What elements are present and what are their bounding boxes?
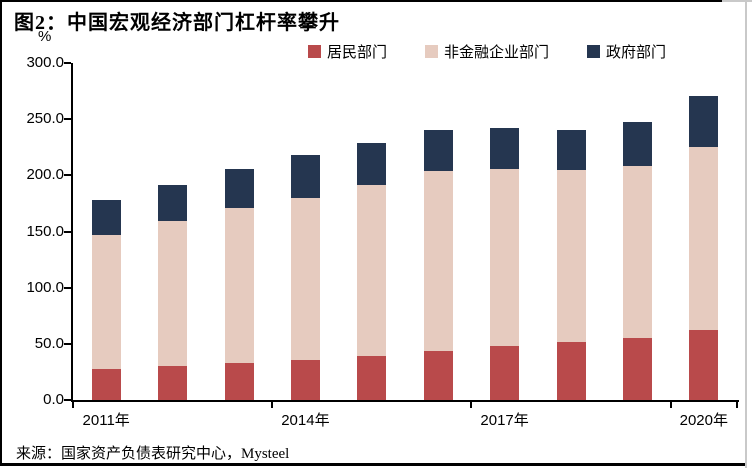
bar-segment [290,155,320,199]
bar-segment [423,350,453,400]
bar-segment [423,130,453,171]
bar-segment [689,147,719,331]
y-tick-label: 100.0 [26,278,64,296]
x-tick-label: 2011年 [82,412,130,429]
y-tick-mark [64,62,71,64]
bar-segment [622,337,652,400]
figure-border-left [0,0,2,466]
y-tick-label: 300.0 [26,54,64,71]
bar-segment [689,95,719,148]
legend-swatch-icon [425,45,439,58]
legend-label: 居民部门 [327,45,388,61]
bar-segment [556,170,586,343]
figure-border-bottom [0,463,747,466]
y-tick-label: 50.0 [34,334,64,352]
bar-segment [556,342,586,400]
bar-segment [490,169,520,346]
bar-segment [91,200,121,236]
bar-segment [91,235,121,370]
legend-swatch-icon [587,45,601,58]
bar-segment [91,369,121,400]
x-tick-mark [271,402,274,408]
y-tick-mark [64,174,71,177]
y-tick-mark [64,230,71,233]
bar-segment [224,362,254,400]
x-tick-mark [736,402,738,408]
y-tick-label: 250.0 [26,110,64,128]
legend-item: 政府部门 [587,41,666,62]
bar-segment [490,345,520,400]
bar-segment [357,356,387,400]
figure-border-top-right [722,0,752,2]
legend-label: 非金融企业部门 [444,45,550,61]
bar-segment [357,142,387,186]
bar-segment [556,129,586,171]
x-tick-label: 2017年 [480,412,529,429]
bar-segment [622,121,652,166]
y-tick-mark [64,286,71,289]
bar-segment [224,208,254,363]
bar-segment [423,170,453,351]
legend-label: 政府部门 [606,45,667,61]
y-tick-label: 0.0 [43,391,64,408]
legend-item: 居民部门 [308,41,387,62]
bar-segment [290,360,320,400]
x-tick-label: 2020年 [679,412,728,429]
y-tick-mark [64,399,71,401]
x-axis-line [71,400,739,402]
chart-legend: 居民部门 非金融企业部门 政府部门 [308,41,666,62]
figure-border-right [745,0,747,468]
bar-segment [357,185,387,357]
bar-segment [158,184,188,222]
x-tick-mark [669,402,672,408]
figure-border-top [0,0,722,2]
y-axis-line [71,63,73,402]
y-axis-unit-label: % [38,28,52,45]
bar-segment [290,198,320,361]
bar-segment [622,165,652,338]
legend-swatch-icon [308,45,321,58]
bar-segment [158,221,188,367]
bar-segment [490,128,520,170]
y-tick-mark [64,342,71,345]
x-tick-label: 2014年 [281,412,330,429]
bar-segment [158,366,188,400]
y-tick-label: 200.0 [26,166,64,184]
source-note: 来源：国家资产负债表研究中心，Mysteel [16,446,290,462]
x-tick-mark [72,402,74,408]
bar-segment [224,169,254,209]
x-tick-mark [470,402,473,408]
y-tick-mark [64,118,71,121]
bar-segment [689,330,719,400]
legend-item: 非金融企业部门 [425,41,549,62]
y-tick-label: 150.0 [26,222,64,240]
figure-title: 图2：中国宏观经济部门杠杆率攀升 [14,12,340,34]
